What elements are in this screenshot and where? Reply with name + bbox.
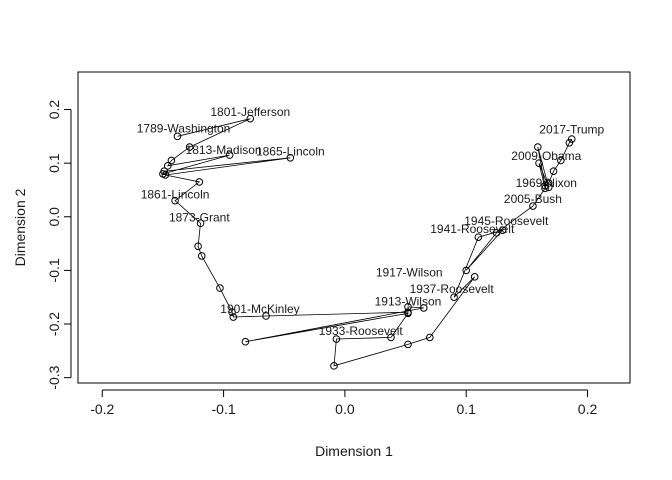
point-label: 1901-McKinley — [220, 302, 299, 316]
x-tick-label: 0.2 — [578, 401, 598, 417]
point-label: 1873-Grant — [169, 210, 230, 224]
data-point — [197, 252, 206, 260]
data-point — [470, 273, 479, 281]
data-point — [492, 229, 501, 237]
data-point — [404, 340, 412, 349]
data-point — [216, 284, 224, 292]
data-point — [450, 293, 458, 302]
data-point — [163, 162, 172, 170]
data-point — [565, 138, 574, 147]
data-point — [225, 151, 234, 159]
data-point — [330, 362, 338, 370]
x-tick-label: -0.1 — [212, 401, 236, 417]
data-point — [387, 333, 395, 342]
point-label: 1801-Jefferson — [210, 105, 290, 119]
y-tick-label: 0.0 — [46, 207, 62, 227]
data-point — [529, 202, 537, 210]
data-point — [549, 167, 558, 175]
point-label: 1945-Roosevelt — [464, 214, 549, 228]
data-point — [567, 135, 576, 143]
y-axis: -0.3 -0.2 -0.1 0.0 0.1 0.2 — [46, 100, 72, 390]
data-point — [228, 308, 236, 317]
data-point — [544, 179, 553, 187]
data-point — [160, 167, 168, 175]
point-label: 1933-Roosevelt — [319, 324, 404, 338]
x-tick-label: 0.1 — [456, 401, 476, 417]
data-point — [167, 156, 176, 165]
x-axis: -0.2 -0.1 0.0 0.1 0.2 — [90, 389, 598, 417]
data-point — [474, 233, 483, 241]
y-tick-label: 0.2 — [46, 100, 62, 120]
data-point — [426, 333, 434, 342]
point-label: 1865-Lincoln — [256, 144, 325, 158]
point-label: 2005-Bush — [504, 192, 562, 206]
point-labels: 1789-Washington 1801-Jefferson 1813-Madiso… — [137, 105, 605, 338]
data-point — [557, 156, 565, 165]
point-label: 1913-Wilson — [375, 294, 442, 308]
point-label: 1789-Washington — [137, 121, 231, 135]
data-point — [419, 304, 428, 312]
point-label: 1917-Wilson — [376, 266, 443, 280]
y-tick-label: 0.1 — [46, 153, 62, 173]
point-label: 2017-Trump — [539, 122, 604, 136]
data-points — [159, 114, 576, 370]
y-tick-label: -0.3 — [46, 365, 62, 389]
data-point — [541, 184, 549, 193]
data-point — [173, 132, 182, 141]
point-label: 1813-Madison — [186, 143, 262, 157]
data-point — [194, 242, 202, 251]
data-point — [196, 219, 205, 228]
data-point — [171, 196, 179, 205]
data-point — [161, 171, 170, 179]
y-tick-label: -0.2 — [46, 312, 62, 336]
data-point — [262, 312, 270, 320]
data-point — [286, 153, 295, 162]
data-point — [241, 337, 250, 346]
data-point — [246, 114, 255, 123]
point-label: 1941-Roosevelt — [430, 222, 515, 236]
plot-frame — [77, 71, 631, 384]
x-axis-title: Dimension 1 — [315, 443, 393, 459]
data-point — [535, 159, 543, 167]
point-label: 2009-Obama — [511, 149, 581, 163]
y-axis-title: Dimension 2 — [12, 188, 28, 266]
point-label: 1861-Lincoln — [141, 187, 210, 201]
x-tick-label: 0.0 — [335, 401, 355, 417]
data-point — [404, 309, 412, 318]
point-label: 1969-Nixon — [516, 176, 577, 190]
point-label: 1937-Roosevelt — [410, 282, 495, 296]
data-point — [533, 143, 542, 151]
data-point — [544, 183, 553, 192]
series-line — [162, 118, 573, 367]
data-point — [185, 143, 194, 151]
data-point — [195, 178, 204, 186]
x-tick-label: -0.2 — [90, 401, 114, 417]
data-point — [462, 266, 471, 275]
data-point — [229, 313, 238, 321]
y-tick-label: -0.1 — [46, 258, 62, 282]
data-point — [332, 335, 341, 343]
data-point — [498, 226, 507, 234]
